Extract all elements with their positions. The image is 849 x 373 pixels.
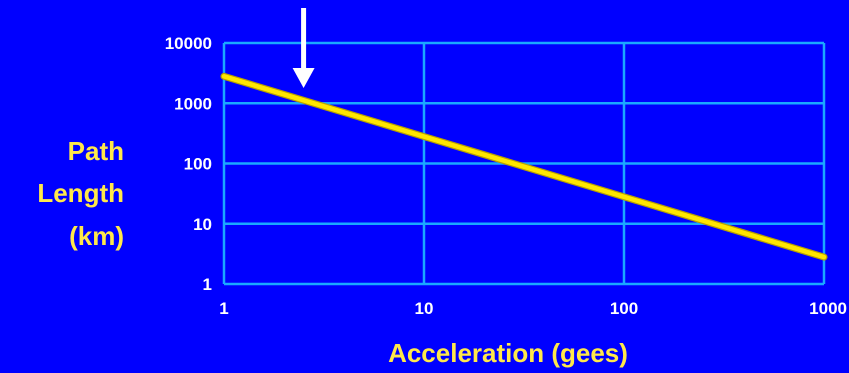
series-line-0 — [221, 74, 827, 260]
y-tick-label-100: 100 — [184, 155, 212, 174]
x-tick-label-100: 100 — [610, 299, 638, 318]
x-axis-label: Acceleration (gees) — [388, 338, 628, 368]
series-group — [220, 72, 828, 261]
x-tick-labels: 1 10 100 1000 — [219, 299, 847, 318]
y-axis-label-line-2: (km) — [69, 221, 124, 251]
y-tick-label-10000: 10000 — [165, 34, 212, 53]
y-tick-label-10: 10 — [193, 215, 212, 234]
y-axis-label: Path Length (km) — [37, 136, 124, 251]
x-tick-label-1: 1 — [219, 299, 228, 318]
arrow-head — [292, 68, 315, 88]
x-tick-label-1000: 1000 — [809, 299, 847, 318]
y-tick-labels: 1 10 100 1000 10000 — [165, 34, 212, 294]
y-axis-label-line-0: Path — [68, 136, 124, 166]
y-axis-label-line-1: Length — [37, 178, 124, 208]
y-tick-label-1000: 1000 — [174, 94, 212, 113]
annotation-group — [292, 8, 315, 88]
y-tick-label-1: 1 — [203, 275, 212, 294]
arrow-shaft — [301, 8, 307, 70]
x-tick-label-10: 10 — [415, 299, 434, 318]
